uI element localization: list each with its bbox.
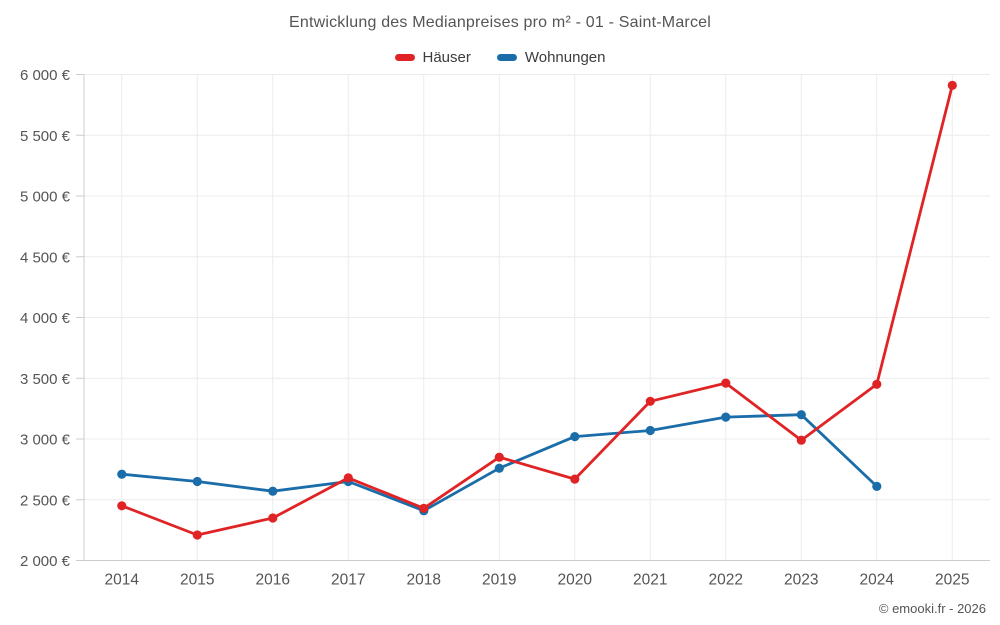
x-tick-labels: 2014 2015 2016 2017 2018 2019 2020 2021 2022 2023… [105, 572, 970, 589]
data-point-haeuser[interactable] [419, 503, 429, 513]
x-tick-label: 2023 [784, 572, 818, 589]
x-tick-label: 2018 [407, 572, 441, 589]
x-tick-label: 2019 [482, 572, 516, 589]
gridlines [84, 74, 990, 561]
x-tick-label: 2024 [860, 572, 895, 589]
data-point-wohnungen[interactable] [721, 412, 731, 422]
data-point-wohnungen[interactable] [268, 486, 278, 496]
legend-swatch-haeuser [394, 53, 415, 61]
x-tick-label: 2016 [256, 572, 290, 589]
x-tick-label: 2025 [935, 572, 969, 589]
data-point-haeuser[interactable] [268, 513, 278, 523]
copyright-text: © emooki.fr - 2026 [878, 601, 986, 616]
data-point-haeuser[interactable] [796, 435, 806, 445]
y-tick-label: 5 000 € [20, 189, 71, 206]
data-point-haeuser[interactable] [872, 379, 882, 389]
x-tick-label: 2017 [331, 572, 365, 589]
y-tick-label: 4 500 € [20, 249, 71, 266]
data-point-wohnungen[interactable] [645, 425, 655, 436]
data-point-haeuser[interactable] [947, 80, 957, 90]
y-tick-label: 3 500 € [20, 371, 71, 388]
data-point-wohnungen[interactable] [872, 481, 882, 491]
data-point-haeuser[interactable] [494, 452, 504, 462]
y-tick-label: 2 500 € [20, 492, 71, 509]
data-point-wohnungen[interactable] [796, 410, 806, 420]
series-haeuser [117, 80, 957, 540]
data-point-wohnungen[interactable] [570, 432, 580, 442]
data-point-haeuser[interactable] [117, 501, 127, 511]
data-point-haeuser[interactable] [645, 396, 655, 406]
y-tick-label: 2 000 € [20, 553, 71, 570]
x-tick-label: 2020 [558, 572, 593, 589]
x-tick-label: 2014 [105, 572, 140, 589]
chart-legend: Häuser Wohnungen [0, 46, 1000, 68]
y-tick-label: 4 000 € [20, 310, 71, 327]
y-tick-label: 3 000 € [20, 432, 71, 449]
chart-title: Entwicklung des Medianpreises pro m² - 0… [288, 14, 712, 31]
x-tick-label: 2022 [709, 572, 743, 589]
legend-label-haeuser: Häuser [422, 48, 471, 66]
axes [76, 74, 990, 561]
data-point-haeuser[interactable] [570, 474, 580, 484]
x-tick-label: 2021 [633, 572, 667, 589]
y-tick-label: 5 500 € [20, 128, 71, 145]
data-point-haeuser[interactable] [192, 530, 202, 540]
data-point-wohnungen[interactable] [192, 476, 202, 487]
legend-swatch-wohnungen [496, 53, 517, 61]
x-tick-label: 2015 [180, 572, 214, 589]
data-point-haeuser[interactable] [721, 378, 731, 388]
data-point-wohnungen[interactable] [117, 469, 127, 479]
y-tick-labels: 2 000 € 2 500 € 3 000 € 3 500 € 4 000 € 4 500… [20, 67, 71, 570]
y-tick-label: 6 000 € [20, 67, 71, 84]
data-point-haeuser[interactable] [343, 473, 353, 483]
data-point-wohnungen[interactable] [494, 463, 504, 473]
series-line-haeuser [120, 84, 954, 537]
legend-label-wohnungen: Wohnungen [524, 48, 606, 66]
legend-item-haeuser[interactable]: Häuser [394, 48, 471, 66]
series-wohnungen [117, 410, 882, 516]
legend-item-wohnungen[interactable]: Wohnungen [496, 48, 606, 66]
